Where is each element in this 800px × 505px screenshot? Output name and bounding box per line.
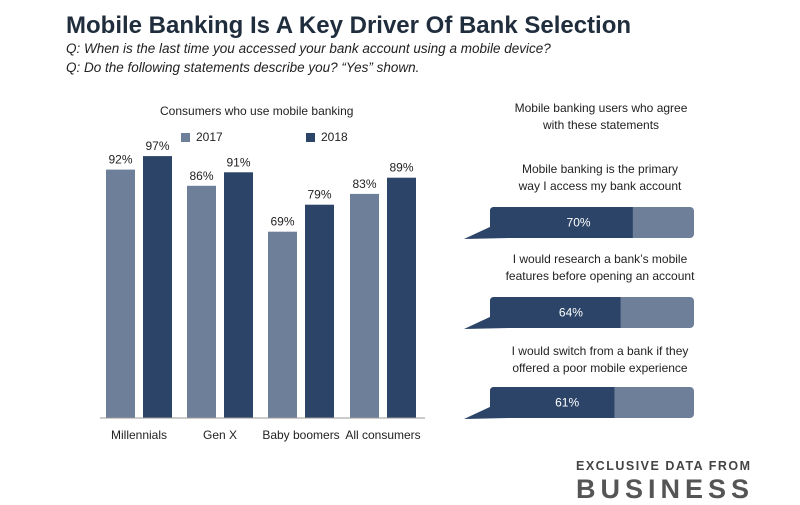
statement-2-line2: features before opening an account (505, 269, 695, 283)
statement-3-bar-fill (490, 387, 615, 418)
bar-2017-baby-boomers (268, 231, 297, 418)
right-subtitle-line1: Mobile banking users who agree (514, 101, 688, 115)
legend-2017: 2017 (181, 130, 223, 144)
bar-2018-baby-boomers (305, 204, 334, 418)
statement-3-value: 61% (555, 396, 579, 410)
legend-2017-swatch (181, 132, 190, 142)
statement-2-value: 64% (559, 306, 583, 320)
legend-2018-label: 2018 (321, 130, 348, 144)
statement-2-bar-fill (490, 297, 621, 328)
statement-3: I would switch from a bank if they offer… (470, 343, 730, 377)
question-2: Q: Do the following statements describe … (66, 60, 420, 75)
category-label-all-consumers: All consumers (345, 428, 420, 442)
statement-1-line1: Mobile banking is the primary (521, 162, 679, 176)
left-chart-subtitle: Consumers who use mobile banking (160, 104, 354, 118)
category-label-millennials: Millennials (111, 428, 167, 442)
statement-1-value: 70% (567, 216, 591, 230)
bar-2018-gen-x (224, 172, 253, 418)
bar-2018-all-consumers (387, 177, 416, 418)
statement-1: Mobile banking is the primary way I acce… (470, 161, 730, 195)
page-title: Mobile Banking Is A Key Driver Of Bank S… (66, 12, 632, 39)
bar-2017-gen-x (187, 185, 216, 418)
statement-2-line1: I would research a bank’s mobile (512, 252, 688, 266)
bar-label-2018-millennials: 97% (145, 139, 169, 153)
right-chart-subtitle: Mobile banking users who agree with thes… (486, 100, 716, 134)
bar-label-2018-baby-boomers: 79% (307, 188, 331, 202)
bar-label-2017-baby-boomers: 69% (270, 215, 294, 229)
bar-label-2017-millennials: 92% (108, 153, 132, 167)
bar-label-2017-gen-x: 86% (189, 169, 213, 183)
statement-2: I would research a bank’s mobile feature… (470, 251, 730, 285)
category-label-gen-x: Gen X (203, 428, 237, 442)
right-subtitle-line2: with these statements (542, 118, 660, 132)
bar-2017-all-consumers (350, 193, 379, 418)
legend-2017-label: 2017 (196, 130, 223, 144)
statement-3-bar-tail (464, 406, 510, 419)
bar-label-2018-gen-x: 91% (226, 155, 250, 169)
footer-logo: BUSINESS (576, 474, 755, 504)
bar-2017-millennials (106, 169, 135, 418)
legend-2018-swatch (306, 132, 315, 142)
bar-label-2017-all-consumers: 83% (352, 177, 376, 191)
footer-exclusive: EXCLUSIVE DATA FROM (576, 459, 752, 473)
bar-2018-millennials (143, 156, 172, 418)
statement-1-line2: way I access my bank account (518, 179, 682, 193)
statement-3-line2: offered a poor mobile experience (512, 361, 688, 375)
legend-2018: 2018 (306, 130, 348, 144)
statement-2-bar-tail (464, 316, 510, 329)
statement-1-bar-tail (464, 226, 510, 239)
bar-label-2018-all-consumers: 89% (389, 161, 413, 175)
category-label-baby-boomers: Baby boomers (262, 428, 339, 442)
question-1: Q: When is the last time you accessed yo… (66, 41, 551, 56)
statement-1-bar-fill (490, 207, 633, 238)
statement-3-line1: I would switch from a bank if they (511, 344, 689, 358)
